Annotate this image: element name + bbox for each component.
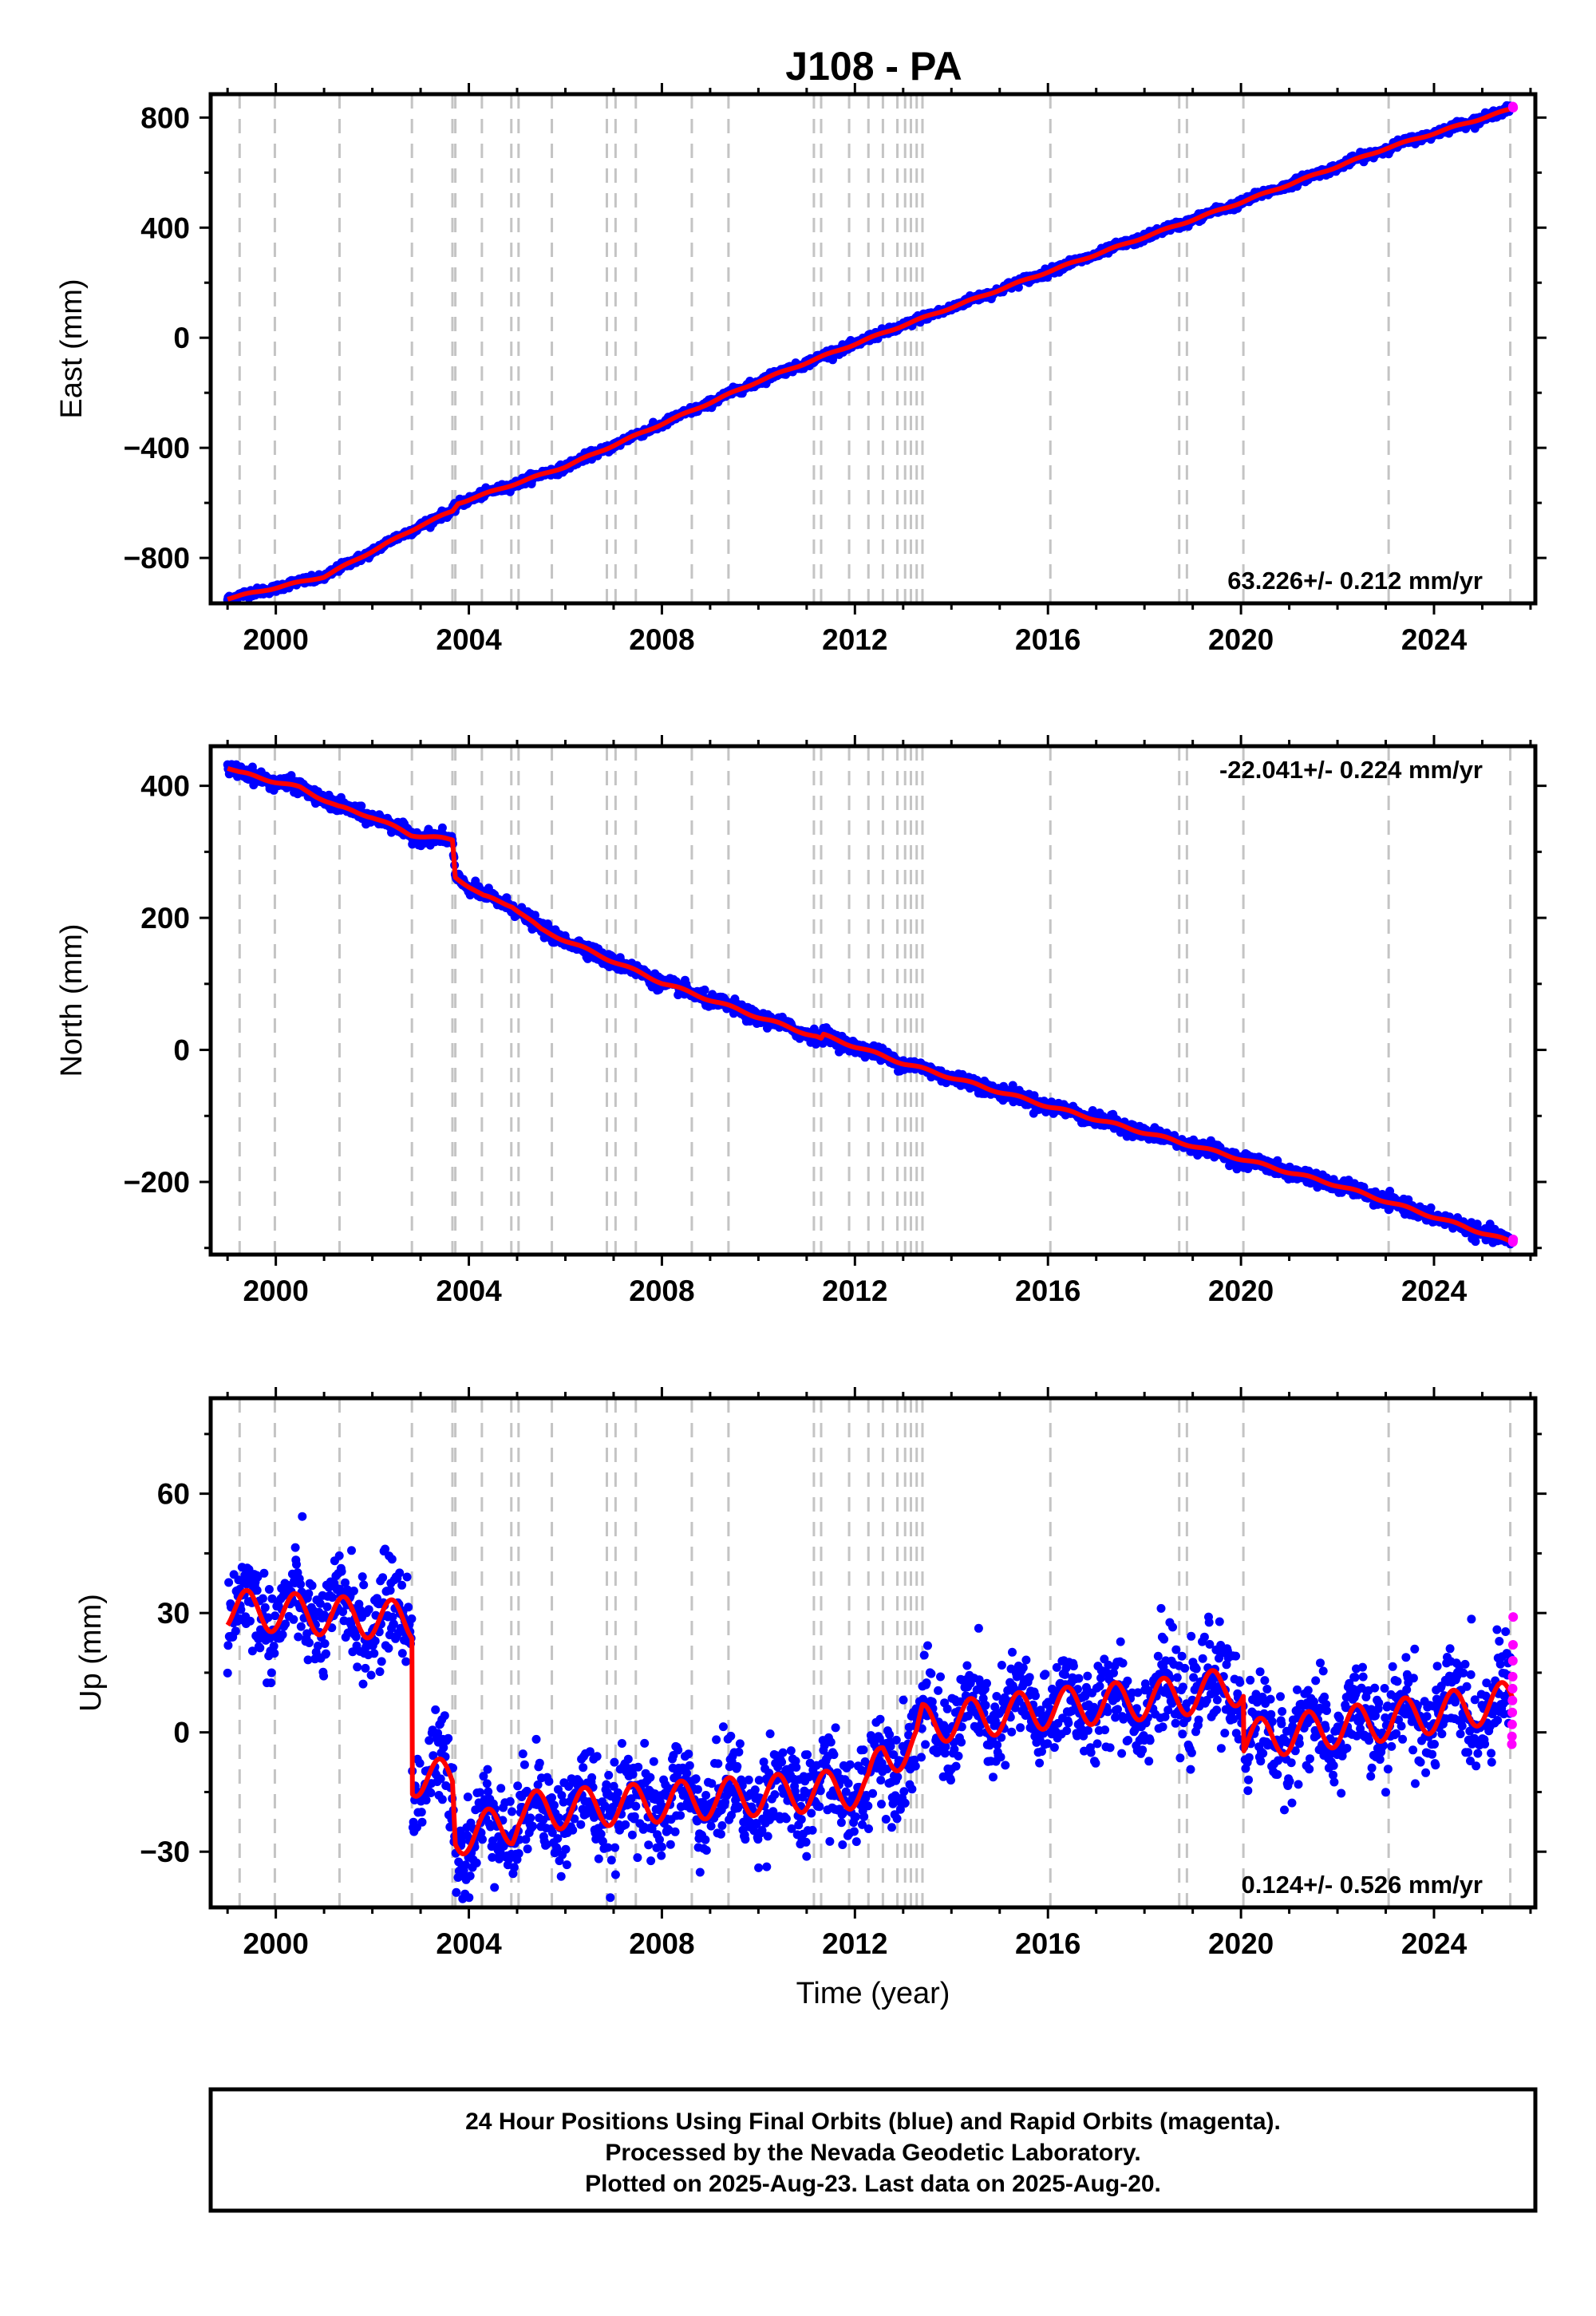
final-orbit-point	[267, 1678, 276, 1688]
equipment-change-lines	[238, 1398, 1512, 1907]
final-orbit-point	[328, 1593, 337, 1603]
x-tick-label: 2024	[1401, 1275, 1468, 1307]
final-orbit-point	[292, 1559, 301, 1569]
final-orbit-point	[252, 1586, 262, 1595]
y-tick-label: 0	[173, 322, 190, 354]
rapid-orbit-points	[1507, 1235, 1519, 1247]
final-orbit-point	[258, 1594, 267, 1603]
panels: 2000 2004 2008 2012 2016 2020 2024−800−4000400…	[55, 83, 1547, 2010]
y-tick-label: 400	[140, 211, 190, 244]
final-orbit-point	[349, 1587, 358, 1595]
model-line	[225, 105, 1515, 602]
final-orbit-point	[278, 1630, 287, 1639]
x-tick-label: 2004	[436, 1275, 502, 1307]
final-orbit-point	[260, 1603, 270, 1612]
final-orbit-point	[246, 1616, 255, 1626]
y-tick-label: 200	[140, 902, 190, 935]
panel-north: 2000 2004 2008 2012 2016 2020 2024 −200 0 200 400 N…	[55, 735, 1547, 1307]
final-orbit-point	[223, 1668, 232, 1678]
final-orbit-point	[224, 1578, 234, 1587]
final-orbit-point	[255, 1643, 265, 1653]
final-orbit-point	[307, 1581, 317, 1591]
final-orbit-point	[267, 1668, 276, 1678]
x-tick-label: 2020	[1208, 1275, 1274, 1307]
x-tick-label: 2008	[629, 1275, 694, 1307]
x-tick-label: 2004	[436, 623, 502, 656]
x-tick-label: 2000	[243, 1275, 308, 1307]
final-orbit-point	[289, 1614, 298, 1624]
rapid-orbit-point	[1507, 1237, 1518, 1247]
final-orbit-point	[264, 1585, 274, 1594]
y-axis-label: East (mm)	[55, 279, 89, 418]
x-tick-label: 2000	[243, 623, 308, 656]
y-tick-label: 400	[140, 770, 190, 803]
final-orbit-point	[364, 1605, 373, 1614]
final-orbit-point	[361, 1663, 370, 1673]
final-orbit-point	[377, 1657, 386, 1666]
y-tick-label: −400	[124, 432, 190, 464]
final-orbit-point	[270, 1649, 279, 1658]
final-orbit-point	[337, 1567, 346, 1576]
final-orbit-point	[319, 1671, 329, 1681]
final-orbit-point	[375, 1667, 385, 1677]
final-orbit-point	[369, 1649, 379, 1658]
rapid-orbit-point	[1507, 101, 1518, 112]
final-orbit-point	[296, 1579, 306, 1589]
final-orbit-point	[351, 1632, 361, 1642]
x-tick-label: 2016	[1015, 623, 1080, 656]
final-orbit-point	[231, 1626, 240, 1636]
y-tick-label: 800	[140, 101, 190, 134]
rate-label: 63.226+/- 0.212 mm/yr	[1227, 567, 1483, 595]
x-tick-label: 2012	[822, 1275, 887, 1307]
final-orbit-point	[296, 1622, 306, 1631]
final-orbit-point	[259, 1568, 269, 1578]
final-orbit-point	[700, 985, 709, 994]
final-orbit-point	[353, 1662, 362, 1672]
y-tick-label: 0	[173, 1034, 190, 1067]
final-orbit-point	[223, 1641, 233, 1650]
final-orbit-point	[305, 1638, 314, 1647]
final-orbit-point	[294, 1632, 303, 1642]
final-orbit-point	[290, 1543, 300, 1552]
model-curve	[225, 105, 1515, 602]
x-tick-label: 2020	[1208, 623, 1274, 656]
y-axis-label: North (mm)	[55, 923, 89, 1077]
final-orbit-point	[358, 1572, 367, 1582]
final-orbit-point	[1426, 1203, 1436, 1212]
final-orbit-point	[366, 1670, 376, 1680]
y-tick-label: −200	[124, 1166, 190, 1199]
final-orbit-point	[281, 1619, 290, 1629]
final-orbit-point	[298, 1512, 307, 1521]
final-orbit-point	[334, 1551, 344, 1560]
panel-east: 2000 2004 2008 2012 2016 2020 2024 −800 −400 0 400…	[55, 83, 1547, 656]
chart-title: J108 - PA	[785, 44, 962, 89]
final-orbit-point	[359, 1580, 369, 1590]
final-orbit-point	[322, 1602, 332, 1611]
final-orbit-point	[378, 1573, 388, 1583]
final-orbit-point	[320, 1639, 330, 1648]
x-tick-label: 2012	[822, 623, 887, 656]
final-orbit-point	[304, 1589, 314, 1599]
rate-label: -22.041+/- 0.224 mm/yr	[1219, 756, 1483, 784]
x-axis: 2000 2004 2008 2012 2016 2020 2024	[226, 735, 1532, 1307]
x-tick-label: 2024	[1401, 623, 1468, 656]
y-tick-label: −800	[124, 542, 190, 575]
final-orbit-point	[322, 1649, 330, 1658]
x-tick-label: 2016	[1015, 1275, 1080, 1307]
x-tick-label: 2008	[629, 623, 694, 656]
final-orbit-point	[347, 1546, 356, 1555]
final-orbit-point	[358, 1679, 368, 1689]
